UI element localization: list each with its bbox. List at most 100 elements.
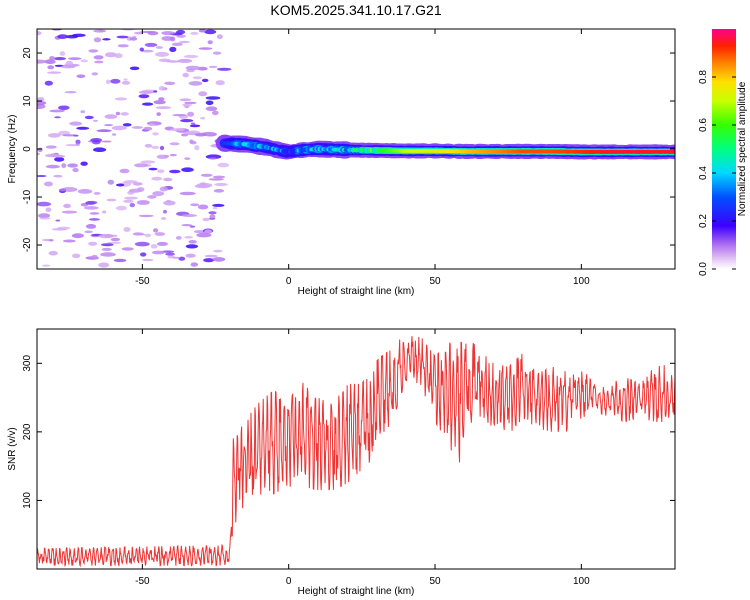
noise-blob: [185, 253, 196, 258]
noise-blob: [212, 257, 226, 262]
noise-blob: [77, 189, 93, 194]
noise-blob: [207, 40, 213, 45]
noise-blob: [152, 132, 159, 136]
noise-blob: [151, 176, 163, 181]
noise-blob: [216, 34, 223, 40]
noise-blob: [176, 29, 186, 35]
noise-blob: [37, 100, 47, 106]
colorbar-label: Normalized spectral amplitude: [737, 81, 748, 216]
x-tick-label: 50: [429, 276, 441, 287]
noise-blob: [116, 35, 129, 39]
colorbar-tick-label: 0.6: [698, 118, 709, 132]
noise-blob: [100, 252, 116, 257]
noise-blob: [37, 31, 42, 36]
noise-blob: [120, 112, 129, 116]
noise-blob: [49, 109, 65, 113]
y-tick-label: -20: [22, 237, 33, 252]
noise-blob: [163, 200, 176, 206]
noise-blob: [200, 117, 206, 120]
noise-blob: [212, 110, 219, 116]
noise-blob: [93, 147, 107, 152]
noise-blob: [45, 153, 60, 158]
noise-blob: [184, 157, 191, 161]
noise-blob: [107, 179, 115, 185]
spectrogram-xlabel: Height of straight line (km): [298, 286, 415, 297]
noise-blob: [111, 125, 127, 131]
noise-blob: [139, 47, 144, 52]
noise-blob: [158, 86, 166, 91]
noise-blob: [188, 81, 203, 86]
noise-blob: [194, 145, 200, 151]
noise-blob: [93, 37, 102, 43]
noise-blob: [107, 241, 122, 244]
noise-blob: [209, 214, 216, 219]
noise-blob: [104, 114, 118, 119]
chart-title: KOM5.2025.341.10.17.G21: [270, 2, 441, 18]
noise-blob: [106, 79, 111, 85]
noise-blob: [129, 37, 138, 41]
noise-blob: [138, 90, 154, 95]
noise-blob: [155, 46, 163, 49]
noise-blob: [40, 215, 47, 218]
noise-blob: [201, 78, 209, 83]
noise-blob: [157, 169, 165, 173]
noise-blob: [212, 203, 225, 207]
noise-blob: [212, 175, 226, 179]
noise-blob: [214, 182, 228, 187]
noise-blob: [72, 167, 79, 173]
noise-blob: [180, 119, 194, 123]
noise-blob: [148, 123, 155, 127]
noise-blob: [190, 203, 200, 207]
x-tick-label: 0: [286, 576, 292, 587]
colorbar-tick-label: 0.2: [698, 214, 709, 228]
noise-blob: [119, 168, 130, 174]
noise-blob: [37, 147, 43, 152]
noise-blob: [58, 105, 70, 111]
noise-blob: [196, 232, 212, 238]
noise-blob: [185, 244, 199, 249]
noise-blob: [45, 164, 61, 169]
noise-blob: [110, 237, 121, 242]
noise-blob: [160, 217, 167, 220]
noise-blob: [213, 189, 225, 193]
noise-blob: [192, 76, 203, 80]
noise-blob: [187, 111, 195, 117]
x-tick-label: 50: [429, 576, 441, 587]
y-tick-label: -10: [22, 189, 33, 204]
noise-blob: [200, 173, 213, 177]
noise-blob: [55, 219, 61, 222]
noise-blob: [147, 31, 159, 36]
noise-blob: [199, 182, 207, 186]
x-tick-label: 100: [573, 576, 590, 587]
noise-blob: [152, 191, 165, 197]
x-tick-label: -50: [135, 576, 150, 587]
noise-blob: [93, 55, 104, 60]
y-tick-label: 200: [22, 423, 33, 440]
noise-blob: [198, 29, 206, 33]
noise-blob: [138, 94, 150, 99]
snr-xlabel: Height of straight line (km): [298, 586, 415, 597]
noise-blob: [190, 31, 199, 35]
noise-blob: [134, 31, 144, 35]
noise-blob: [80, 161, 88, 166]
noise-blob: [164, 81, 176, 86]
noise-blob: [53, 174, 63, 178]
x-tick-label: -50: [135, 276, 150, 287]
noise-blob: [148, 167, 158, 171]
noise-blob: [161, 31, 175, 36]
noise-blob: [134, 241, 150, 247]
noise-blob: [169, 169, 181, 174]
noise-blob: [190, 122, 196, 125]
noise-blob: [156, 241, 168, 246]
noise-blob: [89, 212, 100, 215]
noise-blob: [140, 160, 156, 164]
noise-blob: [155, 106, 172, 109]
noise-blob: [123, 78, 128, 81]
noise-blob: [93, 29, 107, 33]
noise-blob: [71, 233, 84, 239]
noise-blob: [179, 191, 196, 196]
noise-blob: [115, 205, 127, 211]
noise-blob: [47, 71, 62, 74]
noise-blob: [101, 243, 114, 247]
noise-blob: [129, 202, 135, 208]
